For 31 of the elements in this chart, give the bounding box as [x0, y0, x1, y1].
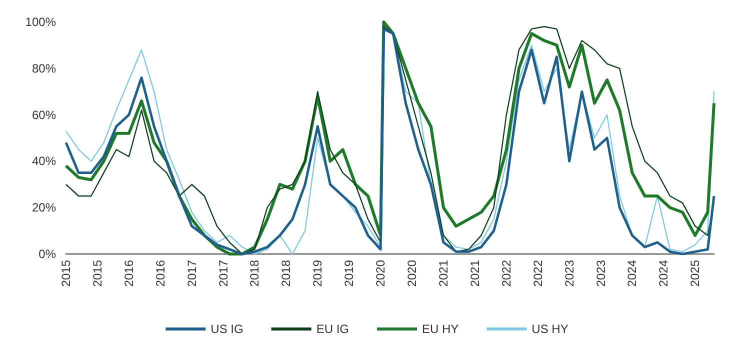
x-tick-label: 2022 [530, 260, 545, 287]
x-tick-label: 2015 [59, 260, 73, 287]
x-tick-label: 2023 [562, 260, 576, 287]
y-tick-label: 60% [32, 108, 56, 122]
y-tick-label: 100% [25, 15, 56, 29]
y-tick-label: 40% [32, 154, 56, 168]
x-tick-label: 2020 [374, 260, 388, 287]
x-tick-label: 2016 [122, 260, 136, 287]
x-tick-label: 2025 [688, 260, 702, 287]
x-tick-label: 2023 [594, 260, 608, 287]
x-tick-label: 2017 [184, 260, 199, 287]
x-tick-label: 2016 [153, 260, 168, 287]
x-tick-label: 2021 [436, 260, 450, 287]
x-tick-label: 2018 [279, 260, 294, 287]
y-tick-label: 0% [38, 247, 56, 261]
x-tick-label: 2021 [468, 260, 482, 287]
legend-label: US IG [210, 322, 244, 336]
x-tick-label: 2019 [310, 260, 325, 287]
x-tick-label: 2022 [499, 260, 514, 287]
x-tick-label: 2015 [90, 260, 104, 287]
y-tick-label: 80% [32, 61, 56, 76]
y-tick-label: 20% [32, 200, 56, 215]
x-tick-label: 2024 [625, 260, 640, 287]
x-tick-label: 2017 [216, 260, 230, 287]
x-tick-label: 2018 [248, 260, 262, 287]
x-tick-label: 2024 [656, 260, 671, 287]
x-tick-label: 2019 [342, 260, 356, 287]
x-tick-label: 2020 [405, 260, 420, 287]
legend-label: EU IG [316, 322, 349, 336]
legend-label: US HY [532, 322, 568, 336]
legend-label: EU HY [422, 322, 459, 336]
